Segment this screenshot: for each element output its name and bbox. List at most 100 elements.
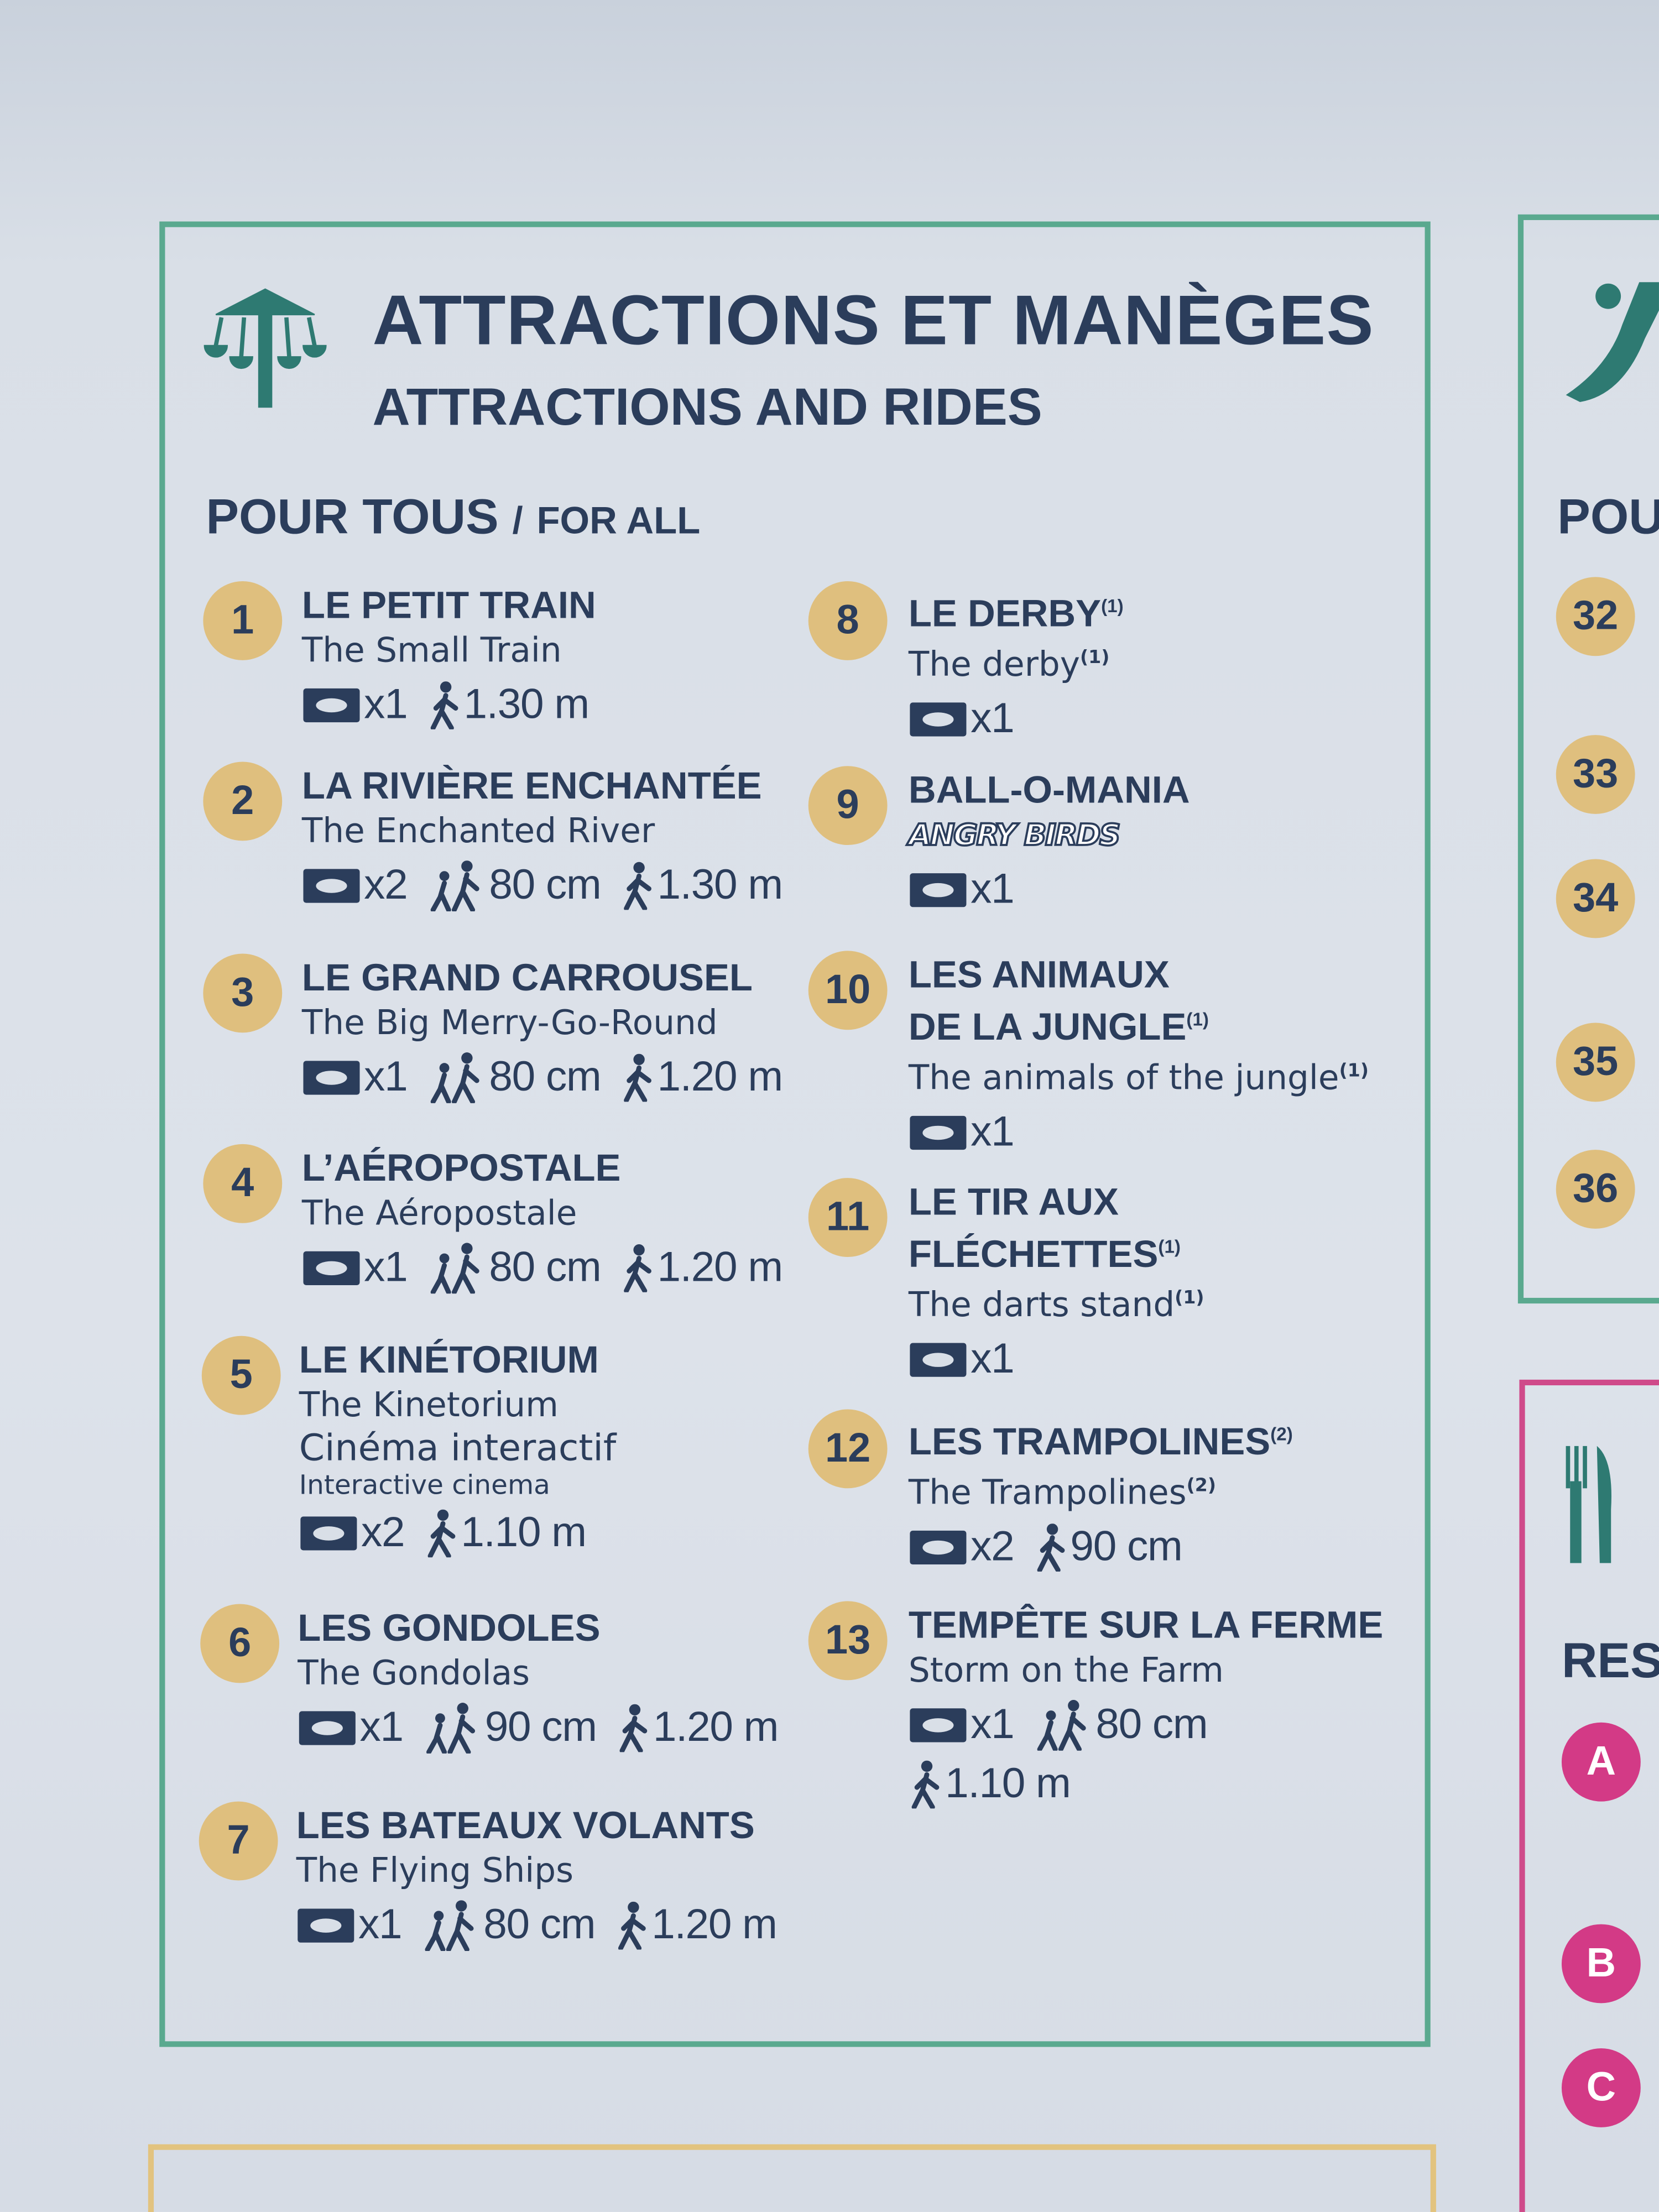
spec: x1 xyxy=(909,866,1015,914)
item-number: 6 xyxy=(200,1604,280,1683)
spec-row: x2 90 cm xyxy=(909,1521,1293,1574)
item-title: TEMPÊTE SUR LA FERME xyxy=(908,1604,1384,1647)
spec: 1.10 m xyxy=(909,1760,1071,1809)
item-number: 4 xyxy=(203,1144,283,1223)
spec-value: x1 xyxy=(364,1053,408,1100)
item-number: 8 xyxy=(808,581,888,660)
spec-row: x1 80 cm 1.20 m xyxy=(302,1051,783,1104)
slide-icon xyxy=(1566,282,1659,403)
item-translation: The Kinetorium xyxy=(299,1385,559,1425)
carousel-icon xyxy=(204,288,327,408)
item-text: LE PETIT TRAIN The Small Train x1 1.30 m xyxy=(302,584,596,732)
item-translation: The Trampolines(2) xyxy=(908,1473,1217,1512)
brand-logo: ANGRY BIRDS xyxy=(907,817,1121,853)
spec-row: 1.10 m xyxy=(909,1758,1383,1812)
item-title: LES GONDOLES xyxy=(298,1606,601,1650)
item-translation: The Gondolas xyxy=(298,1653,530,1693)
spec-value: 1.20 m xyxy=(651,1901,778,1948)
item-title: FLÉCHETTES(1) xyxy=(908,1233,1181,1276)
item-title: LE PETIT TRAIN xyxy=(301,584,596,627)
side-frame xyxy=(1517,214,1659,1304)
tickets-icon xyxy=(303,1061,360,1095)
spec-row: x1 1.30 m xyxy=(302,679,596,732)
subtitle: ATTRACTIONS AND RIDES xyxy=(372,378,1042,436)
alone-icon xyxy=(1036,1524,1065,1572)
section-separator: / xyxy=(512,499,523,542)
spec: 1.20 m xyxy=(615,1901,778,1950)
item-text: BALL-O-MANIA ANGRY BIRDS x1 xyxy=(907,769,1190,917)
accompanied-icon xyxy=(426,1703,475,1754)
item-extra-translation: Interactive cinema xyxy=(299,1470,550,1501)
spec-value: x1 xyxy=(359,1704,404,1751)
restaurant-letter: C xyxy=(1561,2048,1641,2127)
section-title: POUR TOUS xyxy=(206,489,499,545)
item-number: 9 xyxy=(808,766,888,846)
tickets-icon xyxy=(303,688,360,723)
accompanied-icon xyxy=(430,1052,479,1103)
footnote-mark: (2) xyxy=(1186,1475,1217,1497)
footnote-mark: (1) xyxy=(1175,1288,1204,1310)
spec-value: 80 cm xyxy=(483,1901,596,1948)
spec-value: x1 xyxy=(364,681,408,728)
item-number: 3 xyxy=(203,953,283,1033)
restaurant-letter: B xyxy=(1561,1924,1641,2004)
item-translation: The Big Merry-Go-Round xyxy=(301,1003,718,1043)
tickets-icon xyxy=(910,1708,967,1743)
item-text: LES GONDOLES The Gondolas x1 90 cm 1.20 m xyxy=(298,1606,779,1755)
section-heading: POUR TOUS / FOR ALL xyxy=(206,489,700,546)
spec: x2 xyxy=(909,1524,1015,1572)
spec-value: x2 xyxy=(971,1524,1015,1571)
item-text: L’AÉROPOSTALE The Aéropostale x1 80 cm 1.20 … xyxy=(301,1146,783,1295)
item-number: 12 xyxy=(808,1409,888,1489)
spec: 80 cm xyxy=(1034,1699,1208,1751)
item-title: DE LA JUNGLE(1) xyxy=(908,1005,1209,1048)
spec: 80 cm xyxy=(427,1243,602,1294)
side-number: 33 xyxy=(1556,735,1635,814)
spec-value: 80 cm xyxy=(489,1244,601,1291)
cutlery-icon xyxy=(1566,1446,1611,1563)
item-title: LA RIVIÈRE ENCHANTÉE xyxy=(301,764,762,807)
item-text: LES TRAMPOLINES(2) The Trampolines(2) x2 90… xyxy=(909,1412,1293,1574)
side-section-title: POU xyxy=(1557,489,1659,545)
spec-value: x1 xyxy=(971,1109,1015,1156)
item-translation: The Small Train xyxy=(301,630,562,670)
side-number: 34 xyxy=(1556,859,1635,938)
tickets-icon xyxy=(303,1251,360,1285)
spec-value: x2 xyxy=(364,862,408,909)
spec: 90 cm xyxy=(423,1703,597,1754)
spec: x1 xyxy=(302,681,408,729)
spec-value: 90 cm xyxy=(1070,1524,1182,1571)
footnote-mark: (1) xyxy=(1339,1061,1369,1082)
spec-row: x1 xyxy=(909,863,1190,917)
spec: 1.20 m xyxy=(620,1244,783,1292)
accompanied-icon xyxy=(430,1243,479,1294)
spec: x1 xyxy=(909,1336,1015,1384)
item-title: LES BATEAUX VOLANTS xyxy=(296,1804,755,1847)
item-number: 7 xyxy=(199,1801,278,1881)
alone-icon xyxy=(911,1760,940,1809)
item-title: L’AÉROPOSTALE xyxy=(301,1146,621,1190)
spec-value: 80 cm xyxy=(489,862,601,909)
accompanied-icon xyxy=(424,1900,473,1952)
spec-value: x1 xyxy=(358,1901,403,1948)
restaurant-letter: A xyxy=(1561,1722,1641,1802)
restaurant-frame xyxy=(1519,1379,1659,2212)
spec-value: 90 cm xyxy=(484,1704,597,1751)
tickets-icon xyxy=(910,1530,967,1565)
item-text: LA RIVIÈRE ENCHANTÉE The Enchanted River x… xyxy=(301,764,783,913)
attractions-frame xyxy=(159,221,1431,2047)
item-title: LES TRAMPOLINES(2) xyxy=(908,1420,1293,1463)
section-subtitle: FOR ALL xyxy=(536,499,701,542)
item-number: 13 xyxy=(808,1601,888,1681)
spec: 1.30 m xyxy=(427,681,589,729)
item-text: LE DERBY(1) The derby(1) x1 xyxy=(909,584,1124,746)
alone-icon xyxy=(623,1053,651,1102)
item-number: 11 xyxy=(808,1178,888,1257)
tickets-icon xyxy=(299,1711,356,1745)
tickets-icon xyxy=(910,1343,967,1377)
item-text: LE GRAND CARROUSEL The Big Merry-Go-Round… xyxy=(301,957,783,1105)
item-number: 10 xyxy=(808,951,888,1030)
tickets-icon xyxy=(910,873,967,907)
spec-value: x1 xyxy=(971,695,1015,742)
